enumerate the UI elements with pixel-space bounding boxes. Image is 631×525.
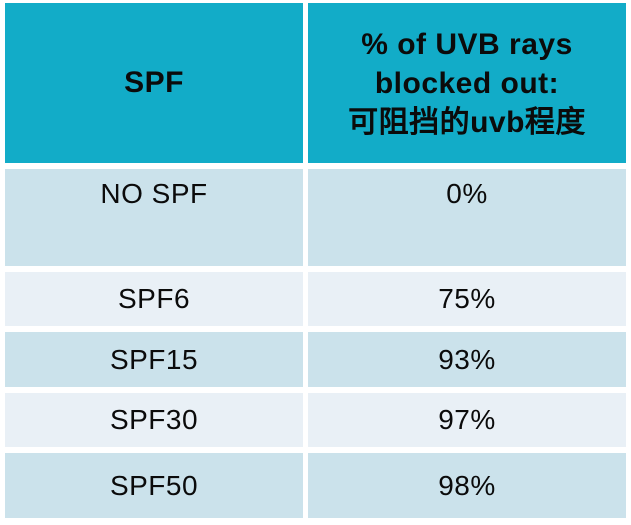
header-row: SPF % of UVB rays blocked out: 可阻挡的uvb程度: [5, 3, 626, 163]
spf-cell: SPF50: [5, 453, 303, 518]
table-row-spf50: SPF50 98%: [5, 453, 626, 518]
header-uvb-line-2: blocked out:: [374, 66, 560, 100]
spf-cell: SPF15: [5, 332, 303, 387]
blocked-cell: 98%: [308, 453, 626, 518]
header-cell-spf: SPF: [5, 3, 303, 163]
spf-cell: SPF30: [5, 393, 303, 447]
header-uvb-line-1: % of UVB rays: [361, 27, 573, 61]
blocked-cell: 97%: [308, 393, 626, 447]
header-uvb-line-3: 可阻挡的uvb程度: [348, 105, 586, 139]
spf-cell: SPF6: [5, 272, 303, 326]
spf-cell: NO SPF: [5, 169, 303, 266]
table-row-spf30: SPF30 97%: [5, 393, 626, 447]
header-cell-uvb-blocked: % of UVB rays blocked out: 可阻挡的uvb程度: [308, 3, 626, 163]
header-spf-label: SPF: [124, 66, 184, 99]
table-row-no-spf: NO SPF 0%: [5, 169, 626, 266]
blocked-cell: 75%: [308, 272, 626, 326]
blocked-cell: 93%: [308, 332, 626, 387]
blocked-cell: 0%: [308, 169, 626, 266]
table-row-spf15: SPF15 93%: [5, 332, 626, 387]
table-row-spf6: SPF6 75%: [5, 272, 626, 326]
